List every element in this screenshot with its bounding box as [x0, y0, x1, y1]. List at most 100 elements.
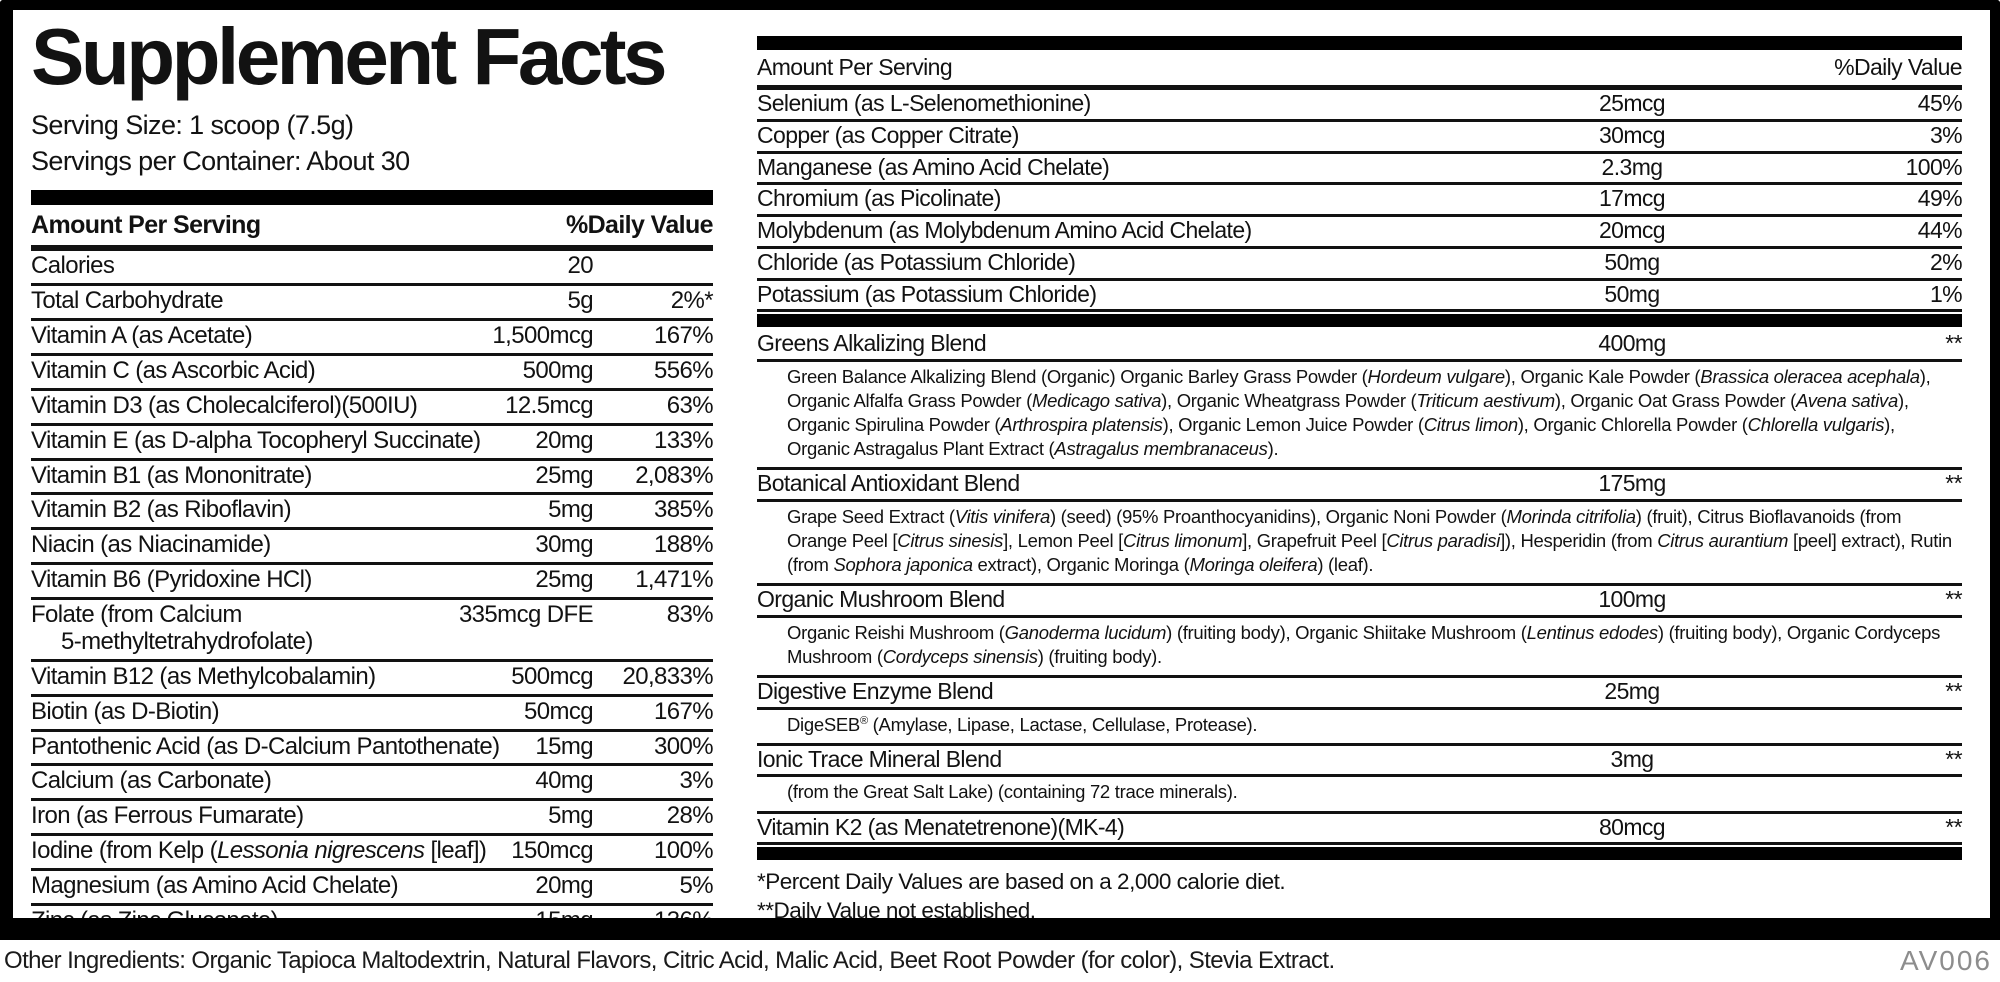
table-row: Chloride (as Potassium Chloride) 50mg 2% [757, 248, 1963, 281]
table-row: Vitamin E (as D-alpha Tocopheryl Succina… [31, 426, 714, 461]
nutrient-amount: 335mcg DFE [458, 601, 594, 629]
nutrient-daily-value: 167% [654, 697, 714, 725]
nutrient-name: Folate (from Calcium 5-methyltetrahydrofo… [31, 601, 313, 655]
nutrient-name: Magnesium (as Amino Acid Chelate) [31, 872, 399, 900]
nutrient-name: Pantothenic Acid (as D-Calcium Pantothen… [31, 732, 500, 760]
amount-per-serving-label: Amount Per Serving [757, 54, 953, 80]
nutrient-amount: 25mg [535, 566, 593, 594]
nutrient-daily-value: 44% [1917, 217, 1963, 243]
nutrient-name: Greens Alkalizing Blend [757, 330, 987, 357]
nutrient-amount: 20 [567, 252, 594, 280]
nutrient-daily-value: 188% [654, 531, 714, 559]
nutrient-amount: 5mg [548, 496, 593, 524]
table-row: Greens Alkalizing Blend 400mg ** [757, 330, 1963, 362]
nutrient-name: Zinc (as Zinc Gluconate) [31, 907, 433, 918]
nutrient-amount: 500mg [522, 356, 594, 384]
daily-value-label: %Daily Value [565, 211, 714, 240]
nutrient-name: Potassium (as Potassium Chloride) [757, 280, 1097, 307]
nutrient-name: Vitamin C (as Ascorbic Acid) [31, 356, 316, 384]
nutrient-amount: 50mcg [523, 697, 594, 725]
table-row: Iodine (from Kelp (Lessonia nigrescens [… [31, 836, 714, 872]
nutrient-name: Chloride (as Potassium Chloride) [757, 248, 1076, 275]
table-row: Calcium (as Carbonate) 40mg 3% [31, 766, 714, 802]
nutrient-amount: 50mg [1604, 280, 1660, 307]
nutrient-daily-value: ** [1945, 745, 1962, 772]
nutrient-name: Botanical Antioxidant Blend [757, 470, 1020, 497]
footnotes: *Percent Daily Values are based on a 2,0… [757, 863, 1962, 918]
nutrient-name: Calories [31, 252, 115, 280]
nutrient-amount: 100mg [1598, 586, 1666, 613]
nutrient-name: Selenium (as L-Selenomethionine) [757, 90, 1091, 116]
nutrient-daily-value: 100% [1905, 153, 1963, 180]
divider-bar [757, 36, 1962, 50]
table-row: Ionic Trace Mineral Blend 3mg ** [757, 745, 1963, 778]
footnote: *Percent Daily Values are based on a 2,0… [757, 869, 1286, 895]
nutrient-amount: 15mg [433, 907, 593, 918]
nutrient-name: Ionic Trace Mineral Blend [757, 745, 1002, 772]
nutrient-amount: 20mcg [1598, 217, 1666, 243]
nutrient-daily-value: ** [1945, 586, 1962, 613]
right-table-body: Selenium (as L-Selenomethionine) 25mcg 45%… [757, 90, 1963, 861]
page-title: Supplement Facts [31, 12, 668, 101]
table-row: Vitamin B6 (Pyridoxine HCl) 25mg 1,471% [31, 565, 714, 601]
nutrient-amount: 5mg [548, 802, 593, 830]
table-row: Vitamin D3 (as Cholecalciferol)(500IU) 12… [31, 391, 714, 426]
nutrient-amount: 25mg [535, 461, 593, 489]
nutrient-daily-value: 385% [654, 496, 714, 524]
nutrient-daily-value: 133% [654, 426, 714, 454]
table-row: Molybdenum (as Molybdenum Amino Acid Che… [757, 217, 1963, 249]
nutrient-daily-value: 2%* [670, 287, 714, 315]
nutrient-daily-value: 300% [654, 732, 714, 760]
nutrient-name: Iodine (from Kelp (Lessonia nigrescens [… [31, 837, 487, 865]
table-row: Vitamin B2 (as Riboflavin) 5mg 385% [31, 495, 714, 531]
nutrient-amount: 30mg [535, 531, 593, 559]
nutrient-daily-value: ** [1945, 677, 1962, 704]
nutrient-daily-value: 2,083% [635, 461, 713, 489]
nutrient-daily-value: 1,471% [635, 566, 713, 594]
amount-per-serving-label: Amount Per Serving [31, 211, 261, 240]
table-row: Calories 20 [31, 251, 713, 287]
nutrient-name: Biotin (as D-Biotin) [31, 697, 220, 725]
table-row: Potassium (as Potassium Chloride) 50mg 1% [757, 280, 1963, 313]
nutrient-amount: 150mcg [511, 837, 593, 865]
nutrient-amount: 500mcg [511, 662, 593, 690]
nutrient-amount: 400mg [1598, 330, 1666, 357]
nutrient-amount: 50mg [1604, 248, 1660, 275]
table-row: Digestive Enzyme Blend 25mg ** [757, 677, 1963, 710]
nutrient-name: Vitamin B12 (as Methylcobalamin) [31, 662, 376, 690]
footer: Other Ingredients: Organic Tapioca Malto… [0, 940, 2000, 982]
nutrient-name: Manganese (as Amino Acid Chelate) [757, 153, 1110, 180]
nutrient-daily-value: 556% [654, 356, 714, 384]
table-row: Vitamin B1 (as Mononitrate) 25mg 2,083% [31, 461, 714, 496]
table-row: Niacin (as Niacinamide) 30mg 188% [31, 530, 714, 566]
left-table-body: Calories 20 Total Carbohydrate 5g 2%* Vitamin… [31, 251, 714, 918]
table-row: Magnesium (as Amino Acid Chelate) 20mg 5% [31, 871, 714, 906]
nutrient-daily-value: 28% [666, 802, 714, 830]
nutrient-daily-value: ** [1945, 470, 1962, 497]
nutrient-name: Organic Mushroom Blend [757, 586, 1005, 613]
nutrient-daily-value: 100% [654, 837, 714, 865]
nutrient-name: Chromium (as Picolinate) [757, 185, 1001, 212]
bottom-bar [0, 918, 2000, 940]
table-row: Biotin (as D-Biotin) 50mcg 167% [31, 697, 714, 732]
blend-description: DigeSEB® (Amylase, Lipase, Lactase, Cell… [757, 710, 1962, 746]
nutrient-amount: 20mg [535, 426, 593, 454]
nutrient-daily-value: 5% [679, 872, 714, 900]
right-table-header: Amount Per Serving %Daily Value [757, 50, 1963, 90]
table-row: Folate (from Calcium 5-methyltetrahydrofo… [31, 600, 714, 662]
nutrient-daily-value: 1% [1929, 280, 1963, 307]
nutrient-name: Total Carbohydrate [31, 287, 224, 315]
nutrient-name: Vitamin E (as D-alpha Tocopheryl Succina… [31, 426, 481, 454]
nutrient-amount: 3mg [1610, 745, 1655, 772]
nutrient-amount: 12.5mcg [505, 391, 593, 419]
nutrient-name: Vitamin B6 (Pyridoxine HCl) [31, 566, 312, 594]
nutrient-amount: 25mg [1604, 677, 1660, 704]
table-row: Vitamin C (as Ascorbic Acid) 500mg 556% [31, 356, 714, 391]
nutrient-amount: 25mcg [1598, 90, 1666, 116]
blend-description: Green Balance Alkalizing Blend (Organic)… [757, 362, 1962, 471]
nutrient-daily-value: 3% [1929, 121, 1963, 148]
nutrient-daily-value: 49% [1917, 185, 1963, 212]
divider-bar [757, 847, 1962, 861]
nutrient-name: Copper (as Copper Citrate) [757, 121, 1019, 148]
